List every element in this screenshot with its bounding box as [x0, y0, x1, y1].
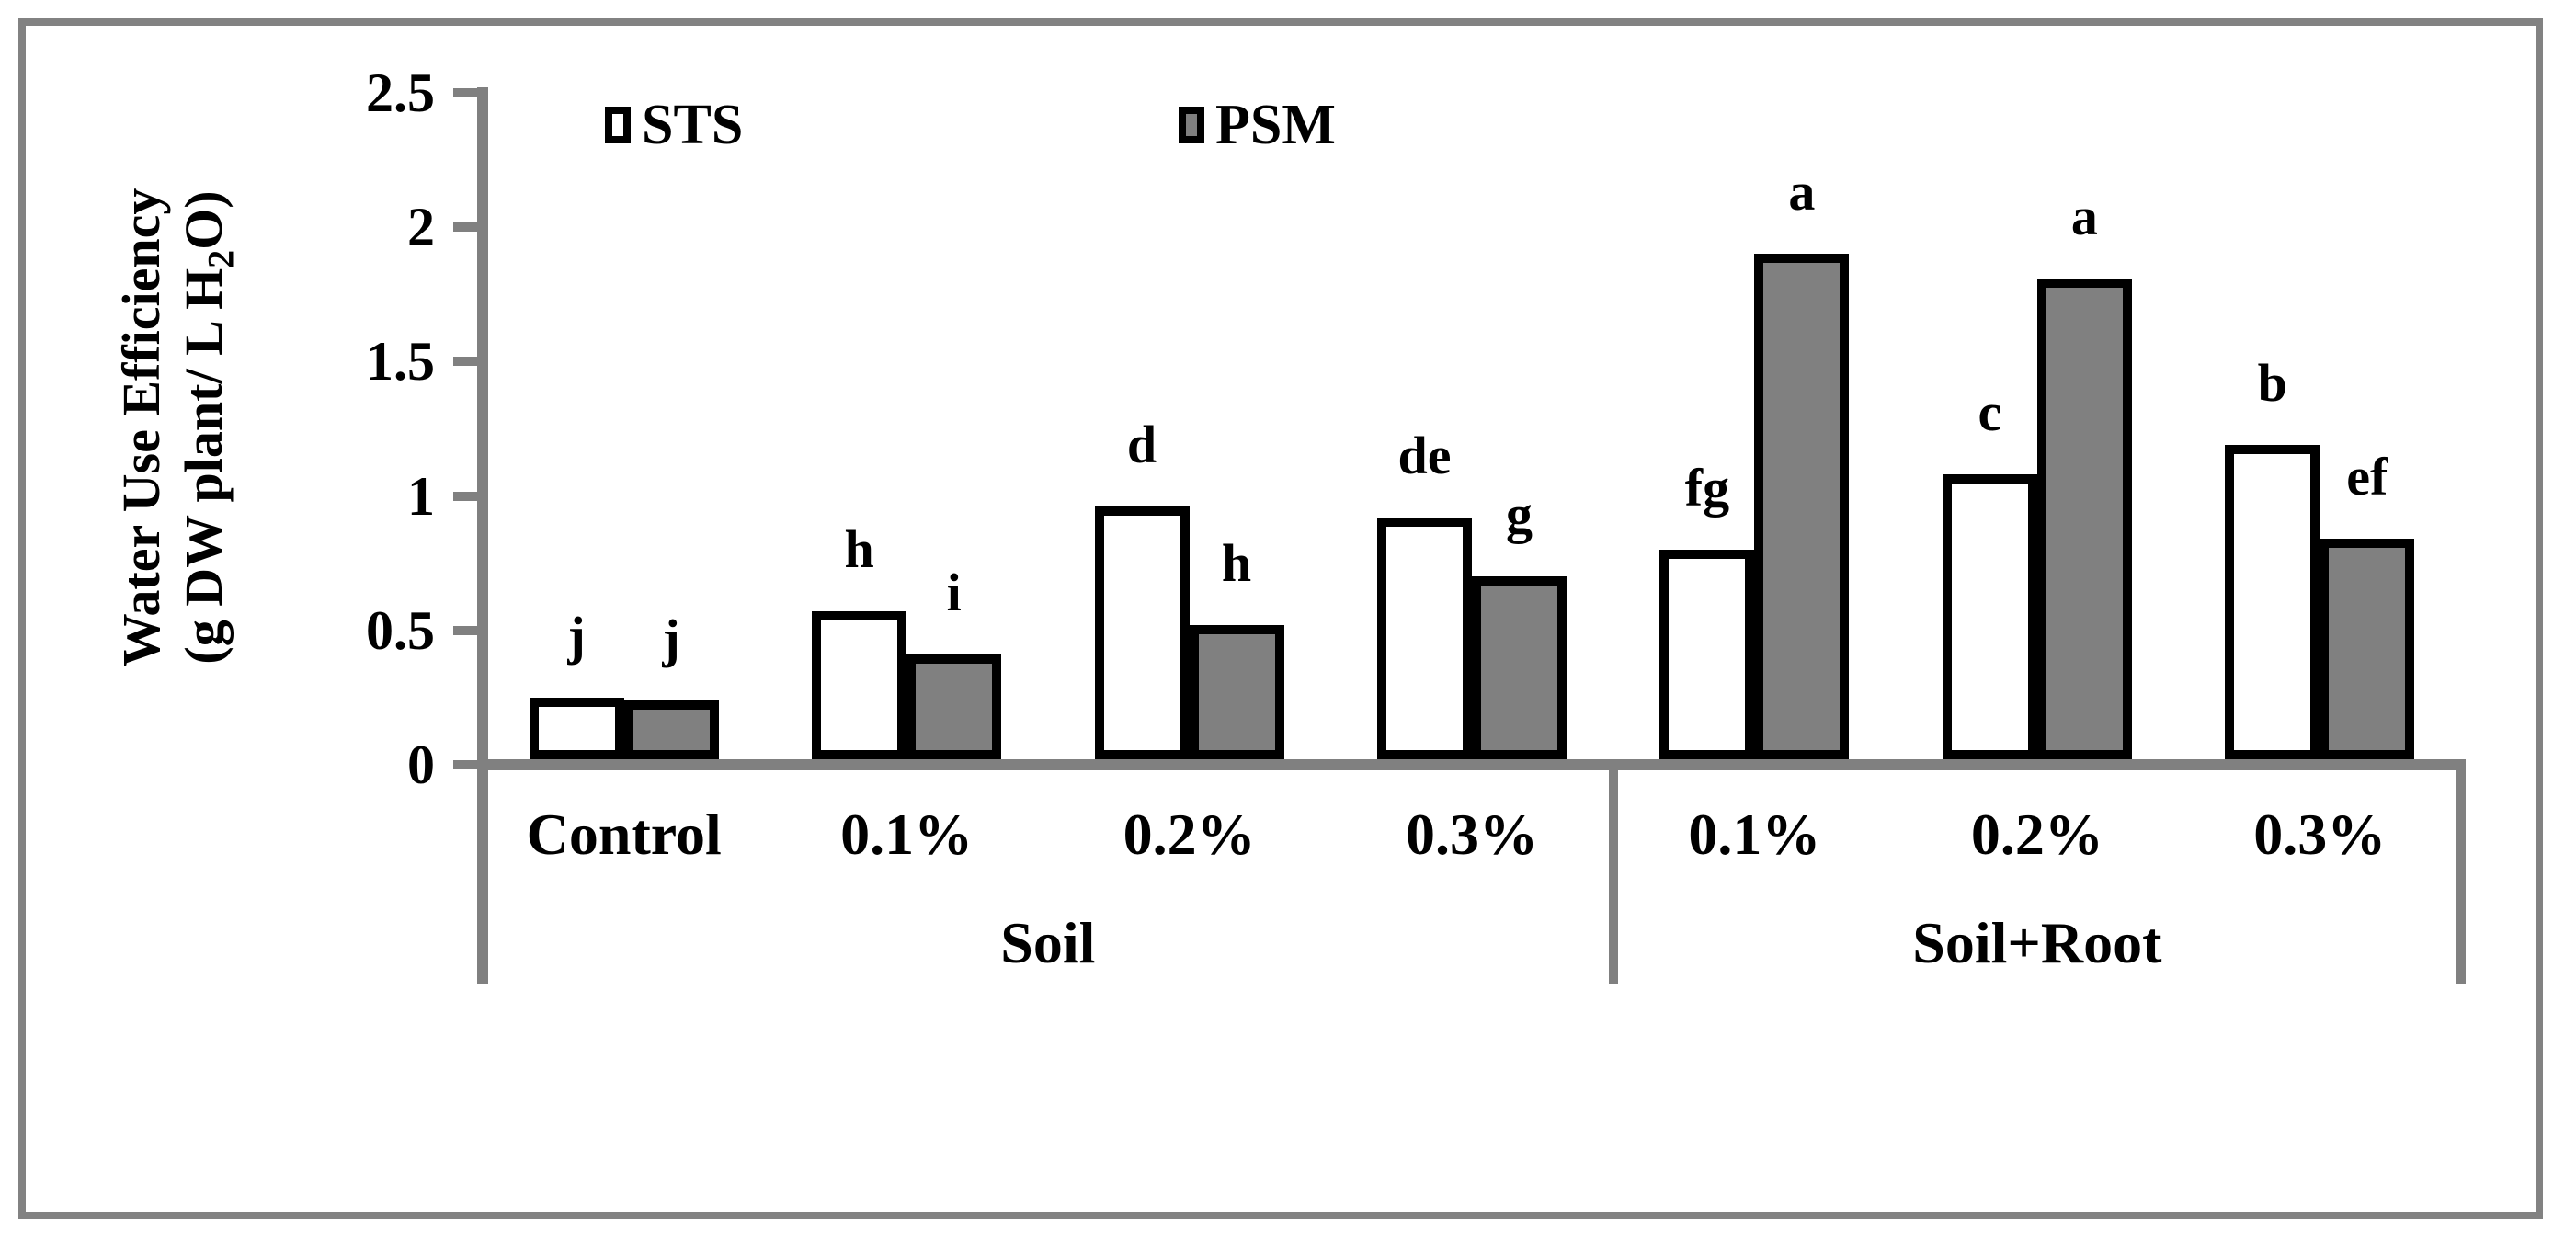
y-tick [453, 760, 477, 769]
bar-psm-3 [1472, 576, 1567, 759]
bar-sts-3 [1377, 517, 1472, 759]
psm-legend-label: PSM [1215, 94, 1336, 156]
y-axis-title-line1: Water Use Efficiency [111, 188, 171, 667]
figure-border [18, 18, 2543, 1219]
bar-label-letter: fg [1684, 458, 1730, 518]
y-tick [453, 222, 477, 233]
bar-sts-2 [1094, 506, 1190, 759]
bar-label-letter: j [662, 608, 680, 668]
category-label: 0.2% [1123, 802, 1256, 867]
bar-label-letter: ef [2346, 447, 2388, 507]
bar-sts-1 [812, 611, 907, 759]
group-label-soil-root: Soil+Root [1912, 910, 2162, 975]
category-label: 0.1% [1688, 802, 1821, 867]
bar-sts-4 [1659, 550, 1755, 759]
sts-legend-swatch [605, 107, 631, 143]
bar-sts-5 [1942, 474, 2037, 759]
bar-psm-0 [623, 700, 719, 759]
category-label: Control [526, 802, 722, 867]
category-label: 0.3% [2253, 802, 2387, 867]
sts-legend-label: STS [642, 94, 744, 156]
category-label: 0.3% [1406, 802, 1538, 867]
group-label-soil: Soil [1000, 910, 1096, 975]
category-label: 0.1% [840, 802, 974, 867]
y-tick-label: 1 [407, 465, 435, 527]
bar-label-letter: c [1978, 382, 2002, 443]
bar-sts-6 [2225, 445, 2320, 759]
bar-psm-6 [2320, 539, 2415, 759]
bar-label-letter: h [1221, 532, 1252, 593]
y-tick [453, 357, 477, 367]
legend-item-sts: STS [605, 97, 743, 154]
y-tick-label: 0 [407, 734, 435, 795]
psm-legend-swatch [1179, 107, 1204, 143]
x-axis-line [477, 759, 2466, 770]
y-axis-title: Water Use Efficiency (g DW plant/ L H2O) [110, 124, 241, 731]
y-tick [453, 625, 477, 635]
category-label: 0.2% [1970, 802, 2103, 867]
y-tick [453, 491, 477, 501]
y-tick-label: 1.5 [366, 331, 435, 393]
group-divider [2456, 770, 2466, 984]
bar-label-letter: d [1126, 415, 1157, 475]
bar-psm-2 [1189, 624, 1284, 759]
legend-item-psm: PSM [1179, 97, 1336, 154]
bar-label-letter: b [2257, 353, 2287, 414]
bar-label-letter: g [1506, 484, 1533, 545]
bar-psm-5 [2036, 278, 2132, 759]
bar-label-letter: h [844, 519, 874, 580]
bar-label-letter: a [2070, 186, 2098, 246]
y-axis-line [477, 87, 488, 984]
bar-label-letter: de [1397, 425, 1452, 485]
y-tick-label: 0.5 [366, 599, 435, 661]
bar-label-letter: a [1788, 162, 1816, 222]
bar-psm-1 [906, 654, 1002, 759]
y-tick [453, 88, 477, 97]
bar-psm-4 [1754, 254, 1850, 759]
bar-label-letter: j [567, 605, 586, 666]
bar-sts-0 [529, 697, 624, 759]
y-tick-label: 2 [407, 197, 435, 258]
y-tick-label: 2.5 [366, 63, 435, 123]
group-divider [1608, 770, 1618, 984]
bar-label-letter: i [946, 563, 962, 623]
